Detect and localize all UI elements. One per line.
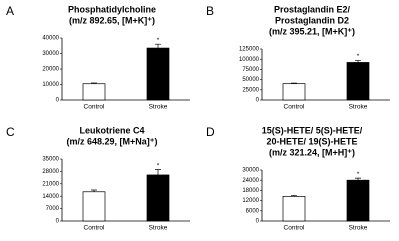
panel-title: (m/z 648.29, [M+Na]⁺) — [66, 136, 157, 146]
panel-title: (m/z 395.21, [M+K]⁺) — [269, 26, 355, 36]
bar — [146, 174, 170, 222]
panel-title: (m/z 892.65, [M+K]⁺) — [69, 15, 155, 25]
bar — [82, 191, 106, 222]
panel-title: 15(S)-HETE/ 5(S)-HETE/ — [262, 125, 363, 135]
y-tick-label: 28000 — [42, 169, 59, 175]
y-tick-label: 75000 — [242, 67, 259, 73]
x-tick-label: Control — [284, 225, 306, 232]
y-tick-label: 6000 — [246, 208, 260, 214]
y-tick-label: 30000 — [42, 51, 59, 57]
y-tick-label: 18000 — [242, 188, 259, 194]
x-tick-label: Stroke — [349, 225, 368, 232]
y-tick-label: 21000 — [42, 181, 59, 187]
panel-title: Leukotriene C4 — [79, 125, 144, 135]
panel-title: (m/z 321.24, [M+H]⁺) — [269, 147, 355, 157]
significance-mark: * — [157, 162, 160, 169]
significance-mark: * — [157, 37, 160, 44]
significance-mark: * — [357, 171, 360, 178]
y-tick-label: 50000 — [242, 77, 259, 83]
y-tick-label: 25000 — [242, 87, 259, 93]
y-tick-label: 30000 — [242, 168, 259, 174]
panel-title: 20-HETE/ 19(S)-HETE — [266, 136, 357, 146]
panel-label: A — [6, 4, 14, 18]
error-bar — [355, 60, 361, 63]
panel-label: D — [206, 125, 215, 139]
y-tick-label: 14000 — [42, 194, 59, 200]
error-bar — [355, 177, 361, 181]
y-tick-label: 24000 — [242, 178, 259, 184]
x-tick-label: Control — [84, 104, 106, 111]
panel-title: Prostaglandin E2/ — [274, 4, 351, 14]
panel-label: B — [206, 4, 214, 18]
bar — [346, 62, 370, 101]
significance-mark: * — [357, 53, 360, 60]
y-tick-label: 10000 — [42, 82, 59, 88]
bar — [346, 179, 370, 222]
y-tick-label: 0 — [56, 98, 60, 104]
x-tick-label: Control — [84, 225, 106, 232]
x-tick-label: Stroke — [149, 225, 168, 232]
x-tick-label: Stroke — [149, 104, 168, 111]
y-tick-label: 0 — [256, 219, 260, 225]
y-tick-label: 20000 — [42, 67, 59, 73]
y-tick-label: 40000 — [42, 36, 59, 42]
bar — [82, 83, 106, 101]
panel-title: Phosphatidylcholine — [68, 4, 156, 14]
x-tick-label: Control — [284, 104, 306, 111]
bar — [146, 47, 170, 101]
bar — [282, 196, 306, 222]
error-bar — [291, 82, 297, 84]
y-tick-label: 0 — [56, 219, 60, 225]
y-tick-label: 35000 — [42, 157, 59, 163]
error-bar — [155, 43, 161, 49]
y-tick-label: 125000 — [239, 47, 260, 53]
panel-label: C — [6, 125, 15, 139]
y-tick-label: 100000 — [239, 57, 260, 63]
bar — [282, 83, 306, 101]
error-bar — [291, 194, 297, 197]
y-tick-label: 12000 — [242, 198, 259, 204]
x-tick-label: Stroke — [349, 104, 368, 111]
y-tick-label: 7000 — [46, 206, 60, 212]
error-bar — [155, 169, 161, 175]
panel-title: Prostaglandin D2 — [275, 15, 349, 25]
error-bar — [91, 189, 97, 192]
error-bar — [91, 82, 97, 84]
y-tick-label: 0 — [256, 98, 260, 104]
